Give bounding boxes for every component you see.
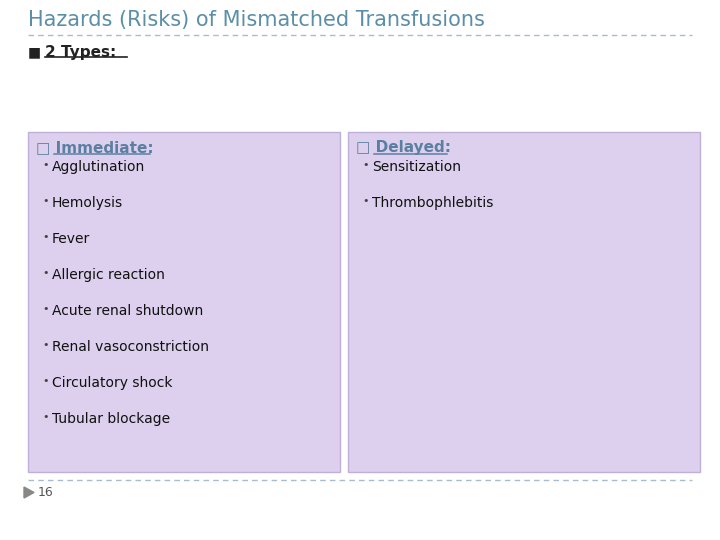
Text: •: • — [42, 196, 48, 206]
Text: Hazards (Risks) of Mismatched Transfusions: Hazards (Risks) of Mismatched Transfusio… — [28, 10, 485, 30]
Text: ■: ■ — [28, 45, 41, 59]
Text: Circulatory shock: Circulatory shock — [52, 376, 173, 390]
Polygon shape — [24, 487, 34, 498]
Text: Sensitization: Sensitization — [372, 160, 461, 174]
Text: Fever: Fever — [52, 232, 90, 246]
Text: □ Delayed:: □ Delayed: — [356, 140, 451, 155]
Text: Agglutination: Agglutination — [52, 160, 145, 174]
Text: •: • — [362, 160, 369, 170]
Text: •: • — [42, 268, 48, 278]
Text: •: • — [42, 412, 48, 422]
Text: Renal vasoconstriction: Renal vasoconstriction — [52, 340, 209, 354]
Text: Acute renal shutdown: Acute renal shutdown — [52, 304, 203, 318]
Text: •: • — [42, 232, 48, 242]
Text: •: • — [362, 196, 369, 206]
Text: Allergic reaction: Allergic reaction — [52, 268, 165, 282]
Text: •: • — [42, 304, 48, 314]
FancyBboxPatch shape — [28, 132, 340, 472]
Text: Tubular blockage: Tubular blockage — [52, 412, 170, 426]
Text: •: • — [42, 160, 48, 170]
FancyBboxPatch shape — [348, 132, 700, 472]
Text: 16: 16 — [38, 486, 54, 499]
Text: 2 Types:: 2 Types: — [45, 45, 116, 60]
Text: •: • — [42, 340, 48, 350]
Text: Thrombophlebitis: Thrombophlebitis — [372, 196, 493, 210]
Text: Hemolysis: Hemolysis — [52, 196, 123, 210]
Text: □ Immediate:: □ Immediate: — [36, 140, 153, 155]
Text: •: • — [42, 376, 48, 386]
